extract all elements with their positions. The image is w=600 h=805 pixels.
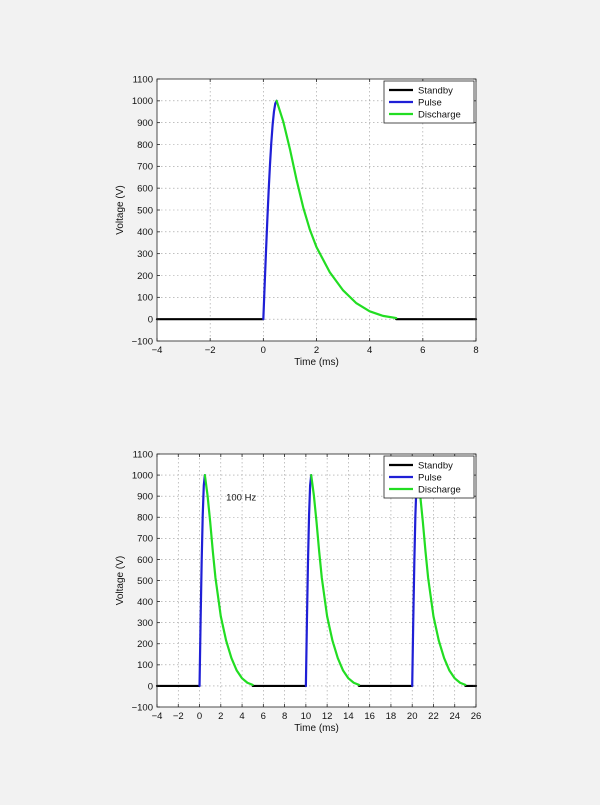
c0-y-tick-label: 1000 [132, 96, 153, 107]
c0-y-tick-label: 500 [137, 205, 153, 216]
c1-y-tick-label: 800 [137, 513, 153, 524]
c0-y-tick-label: 200 [137, 271, 153, 282]
c1-legend-label-standby: Standby [418, 460, 453, 471]
c1-x-tick-label: 6 [261, 711, 266, 722]
c0-y-tick-label: 1100 [133, 74, 153, 85]
c0-x-tick-label: 0 [261, 345, 266, 356]
c1-series-pulse-5 [304, 473, 313, 688]
c0-x-tick-label: 6 [420, 345, 425, 356]
c1-x-tick-label: 20 [407, 711, 418, 722]
c0-series-pulse-2 [262, 99, 278, 321]
c1-y-tick-label: 1000 [132, 470, 153, 481]
c0-y-tick-label: 400 [137, 227, 153, 238]
c1-y-tick-label: 700 [137, 534, 153, 545]
c1-series-discharge-7 [203, 473, 254, 686]
c1-y-tick-label: 100 [137, 660, 153, 671]
c0-y-tick-label: 700 [137, 162, 153, 173]
c1-series-discharge-9 [416, 473, 467, 686]
c1-x-tick-label: −4 [152, 711, 163, 722]
c1-x-tick-label: 10 [301, 711, 312, 722]
c1-x-tick-label: 22 [428, 711, 439, 722]
c1-y-tick-label: 400 [137, 597, 153, 608]
c1-series-pulse-4 [198, 473, 206, 688]
c1-x-axis-label: Time (ms) [294, 723, 339, 734]
c1-y-tick-label: 1100 [133, 449, 153, 460]
c1-x-tick-label: 14 [343, 711, 354, 722]
c0-legend-label-pulse: Pulse [418, 97, 442, 108]
c0-y-tick-label: 100 [137, 293, 153, 304]
c1-y-tick-label: 300 [137, 618, 153, 629]
c1-x-tick-label: −2 [173, 711, 184, 722]
c1-series-discharge-8 [310, 473, 361, 686]
c1-legend-box [383, 455, 475, 499]
c1-y-tick-label: −100 [132, 702, 153, 713]
c1-x-tick-label: 8 [282, 711, 287, 722]
chart-pulse-train: −4 −2 0 2 4 6 8 10 12 14 16 18 20 22 24 26−100010020030… [115, 449, 482, 734]
c1-annotation: 100 Hz [226, 492, 256, 503]
c0-y-tick-label: 0 [148, 315, 153, 326]
c1-y-tick-label: 0 [148, 681, 153, 692]
c1-x-tick-label: 4 [239, 711, 244, 722]
c1-x-tick-label: 2 [218, 711, 223, 722]
c1-x-tick-label: 24 [449, 711, 460, 722]
c0-x-tick-label: 2 [314, 345, 319, 356]
c0-y-tick-label: 900 [137, 118, 153, 129]
c0-y-axis-label: Voltage (V) [115, 185, 126, 234]
c1-legend-label-discharge: Discharge [418, 484, 461, 495]
c1-x-tick-label: 12 [322, 711, 333, 722]
c1-x-tick-label: 26 [471, 711, 482, 722]
c1-x-tick-label: 0 [197, 711, 202, 722]
c0-x-tick-label: −2 [205, 345, 216, 356]
c0-x-axis-label: Time (ms) [294, 357, 339, 368]
c1-y-axis-label: Voltage (V) [115, 556, 126, 605]
c1-x-tick-label: 18 [386, 711, 397, 722]
chart-single-pulse: −4 −2 0 2 4 6 8 −100 0 100 200 300 400 500 600 700 800 90… [115, 74, 479, 368]
c1-legend-label-pulse: Pulse [418, 472, 442, 483]
c1-y-tick-label: 500 [137, 576, 153, 587]
c0-x-tick-label: 8 [473, 345, 478, 356]
c0-x-tick-label: −4 [152, 345, 163, 356]
c0-x-tick-label: 4 [367, 345, 372, 356]
c1-y-tick-label: 200 [137, 639, 153, 650]
c1-y-tick-label: 900 [137, 492, 153, 503]
c0-y-tick-label: −100 [132, 336, 153, 347]
c0-legend-label-standby: Standby [418, 85, 453, 96]
c0-y-tick-label: 800 [137, 140, 153, 151]
c0-legend-label-discharge: Discharge [418, 109, 461, 120]
c1-x-tick-label: 16 [364, 711, 375, 722]
c0-y-tick-label: 600 [137, 184, 153, 195]
c1-y-tick-label: 600 [137, 555, 153, 566]
c0-series-discharge-3 [275, 99, 398, 320]
c0-y-tick-label: 300 [137, 249, 153, 260]
